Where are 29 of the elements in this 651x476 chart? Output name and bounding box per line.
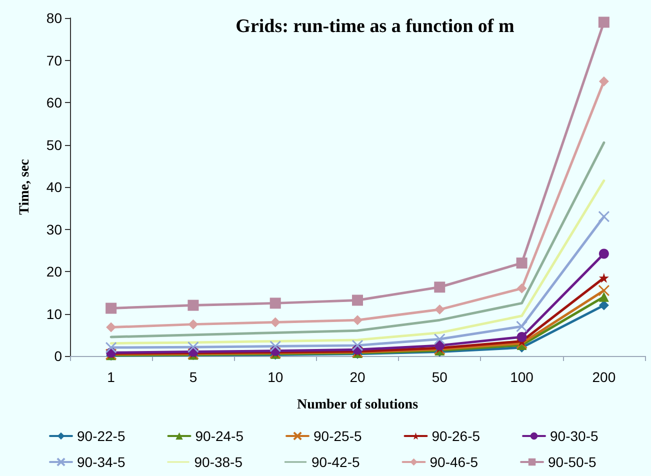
x-tick-label: 1 — [107, 369, 116, 385]
y-tick-label: 50 — [46, 136, 62, 153]
x-tick-label: 200 — [592, 369, 616, 385]
x-tick-label: 20 — [350, 369, 366, 385]
x-tick-label: 5 — [189, 369, 198, 385]
legend-label: 90-24-5 — [195, 428, 244, 444]
y-tick-label: 10 — [46, 306, 62, 322]
y-axis-title: Time, sec — [18, 159, 32, 215]
chart-title: Grids: run-time as a function of m — [236, 16, 514, 37]
y-tick-label: 30 — [46, 221, 62, 238]
y-tick-label: 60 — [46, 94, 62, 110]
y-tick-label: 40 — [46, 179, 62, 195]
legend-label: 90-46-5 — [430, 454, 478, 470]
y-tick-label: 0 — [54, 348, 62, 364]
legend-label: 90-22-5 — [77, 428, 126, 444]
legend-label: 90-50-5 — [548, 454, 596, 470]
y-tick-label: 70 — [46, 52, 62, 68]
legend-label: 90-42-5 — [312, 454, 360, 470]
legend-label: 90-26-5 — [432, 428, 480, 444]
legend-label: 90-30-5 — [550, 428, 598, 444]
x-tick-label: 100 — [510, 369, 534, 385]
x-tick-label: 50 — [432, 369, 448, 385]
y-tick-label: 80 — [46, 10, 62, 26]
x-axis-title: Number of solutions — [296, 398, 419, 412]
legend-label: 90-38-5 — [194, 454, 243, 470]
legend-label: 90-25-5 — [314, 428, 362, 444]
x-tick-label: 10 — [268, 369, 284, 385]
y-tick-label: 20 — [46, 264, 62, 280]
legend-label: 90-34-5 — [77, 454, 126, 470]
